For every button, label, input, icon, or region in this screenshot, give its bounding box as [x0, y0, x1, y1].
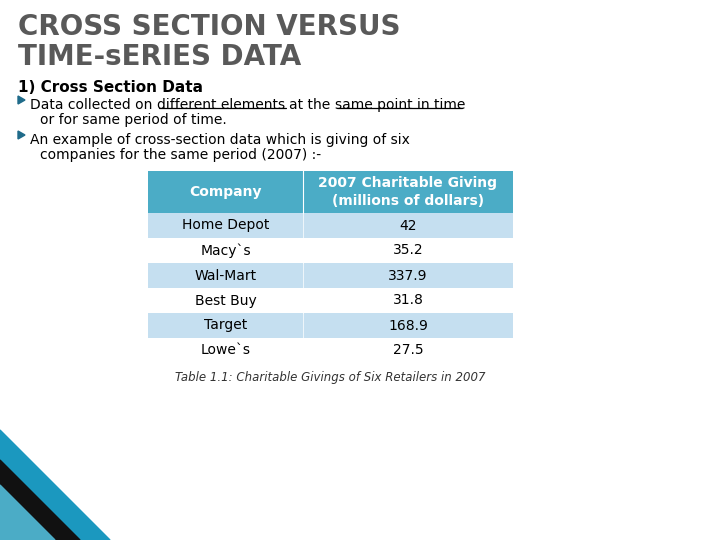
Text: Macy`s: Macy`s [200, 243, 251, 258]
Text: or for same period of time.: or for same period of time. [40, 113, 227, 127]
Text: 1) Cross Section Data: 1) Cross Section Data [18, 80, 203, 95]
Polygon shape [0, 430, 110, 540]
Text: Lowe`s: Lowe`s [200, 343, 251, 357]
Text: Home Depot: Home Depot [182, 219, 269, 233]
Bar [148, 238, 513, 263]
Text: 31.8: 31.8 [392, 294, 423, 307]
Text: Company: Company [189, 185, 262, 199]
Text: companies for the same period (2007) :-: companies for the same period (2007) :- [40, 148, 321, 163]
Polygon shape [0, 460, 80, 540]
Bar [148, 263, 513, 288]
Polygon shape [18, 131, 25, 139]
Polygon shape [18, 96, 25, 104]
Text: same point in time: same point in time [335, 98, 465, 112]
Polygon shape [0, 485, 55, 540]
Text: Table 1.1: Charitable Givings of Six Retailers in 2007: Table 1.1: Charitable Givings of Six Ret… [175, 371, 486, 384]
Text: 35.2: 35.2 [392, 244, 423, 258]
Bar [148, 338, 513, 363]
Text: An example of cross-section data which is giving of six: An example of cross-section data which i… [30, 133, 410, 147]
Text: Data collected on: Data collected on [30, 98, 157, 112]
Text: 42: 42 [400, 219, 417, 233]
Text: 337.9: 337.9 [388, 268, 428, 282]
Text: TIME-sERIES DATA: TIME-sERIES DATA [18, 43, 301, 71]
Text: Best Buy: Best Buy [194, 294, 256, 307]
Text: at the: at the [289, 98, 335, 112]
Text: Wal-Mart: Wal-Mart [194, 268, 256, 282]
Bar [148, 288, 513, 313]
Text: 168.9: 168.9 [388, 319, 428, 333]
Bar [148, 213, 513, 238]
Text: CROSS SECTION VERSUS: CROSS SECTION VERSUS [18, 13, 400, 41]
Text: Target: Target [204, 319, 247, 333]
Bar [148, 313, 513, 338]
Text: different elements: different elements [157, 98, 289, 112]
Bar [148, 171, 513, 213]
Text: 27.5: 27.5 [392, 343, 423, 357]
Text: 2007 Charitable Giving
(millions of dollars): 2007 Charitable Giving (millions of doll… [318, 177, 498, 208]
